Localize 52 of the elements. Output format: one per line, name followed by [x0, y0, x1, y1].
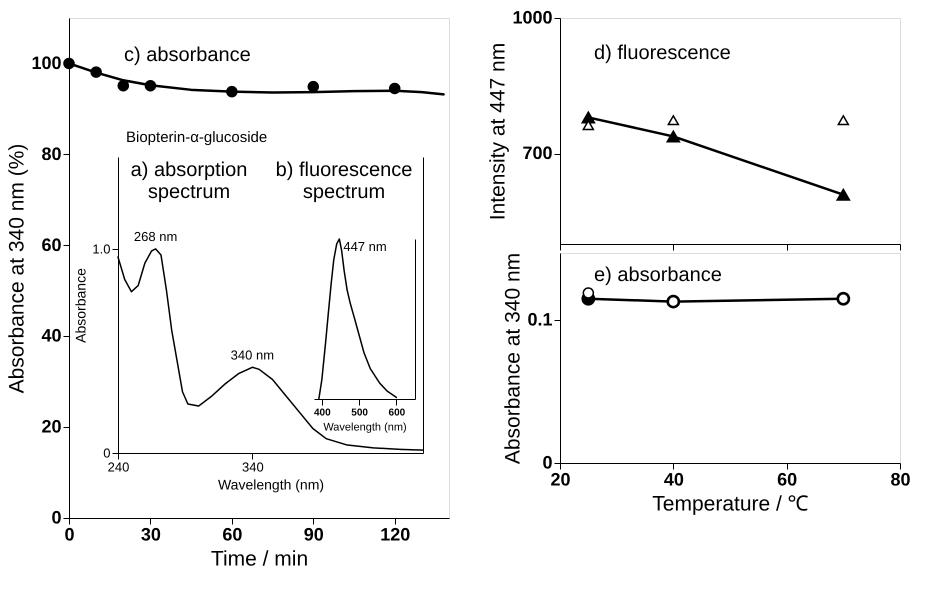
- y-tick-label: 40: [41, 326, 62, 346]
- point: [668, 115, 680, 126]
- x-tick-label: 120: [380, 524, 410, 544]
- y-tick-label: 80: [41, 144, 62, 164]
- x-tick-label: 80: [890, 470, 911, 490]
- y-tick-label: 700: [522, 143, 552, 164]
- x-tick-label: 60: [222, 524, 242, 544]
- x-axis-title: Time / min: [210, 548, 308, 570]
- point: [836, 188, 850, 201]
- x-axis-title: Wavelength (nm): [218, 476, 324, 492]
- x-tick-label: 90: [304, 524, 324, 544]
- point: [226, 86, 238, 98]
- y-axis-title: Absorbance: [72, 268, 88, 343]
- point: [666, 130, 680, 142]
- x-tick-label: 240: [108, 460, 130, 474]
- annotation: c) absorbance: [124, 44, 251, 66]
- y-tick-label: 100: [31, 52, 62, 73]
- point: [308, 80, 320, 92]
- y-axis-title: Absorbance at 340 nm (%): [5, 144, 28, 394]
- x-tick-label: 600: [388, 408, 406, 418]
- x-axis-title: Wavelength (nm): [323, 422, 407, 434]
- x-tick-label: 40: [664, 470, 684, 490]
- y-axis-title: Intensity at 447 nm: [486, 42, 510, 220]
- point: [144, 80, 156, 92]
- x-tick-label: 340: [242, 460, 264, 474]
- annotation: 340 nm: [230, 347, 274, 362]
- annotation: Biopterin-α-glucoside: [126, 129, 268, 146]
- y-tick-label: 0: [51, 508, 62, 528]
- x-tick-label: 500: [351, 408, 368, 418]
- y-tick-label: 60: [41, 234, 62, 255]
- text: a) absorption spectrum: [130, 159, 248, 203]
- x-tick-label: 60: [777, 470, 798, 490]
- x-axis-title: Temperature / ℃: [652, 492, 809, 516]
- point: [838, 115, 850, 126]
- point: [582, 287, 594, 299]
- chart-title: b) fluorescence spectrum: [276, 159, 412, 203]
- y-axis-title: Absorbance at 340 nm: [501, 252, 524, 464]
- annotation: d) fluorescence: [594, 42, 731, 64]
- x-tick-label: 20: [550, 470, 571, 490]
- x-tick-label: 400: [314, 408, 332, 418]
- point: [90, 66, 102, 78]
- y-tick-label: 1.0: [92, 241, 110, 256]
- point: [118, 80, 130, 92]
- point: [63, 58, 75, 70]
- x-tick-label: 30: [140, 524, 161, 544]
- point: [388, 82, 400, 94]
- annotation: 447 nm: [343, 239, 387, 254]
- y-tick-label: 0.1: [527, 310, 552, 330]
- x-tick-label: 0: [64, 524, 75, 544]
- annotation: e) absorbance: [594, 264, 722, 286]
- y-tick-label: 1000: [512, 8, 552, 28]
- annotation: 268 nm: [134, 228, 178, 244]
